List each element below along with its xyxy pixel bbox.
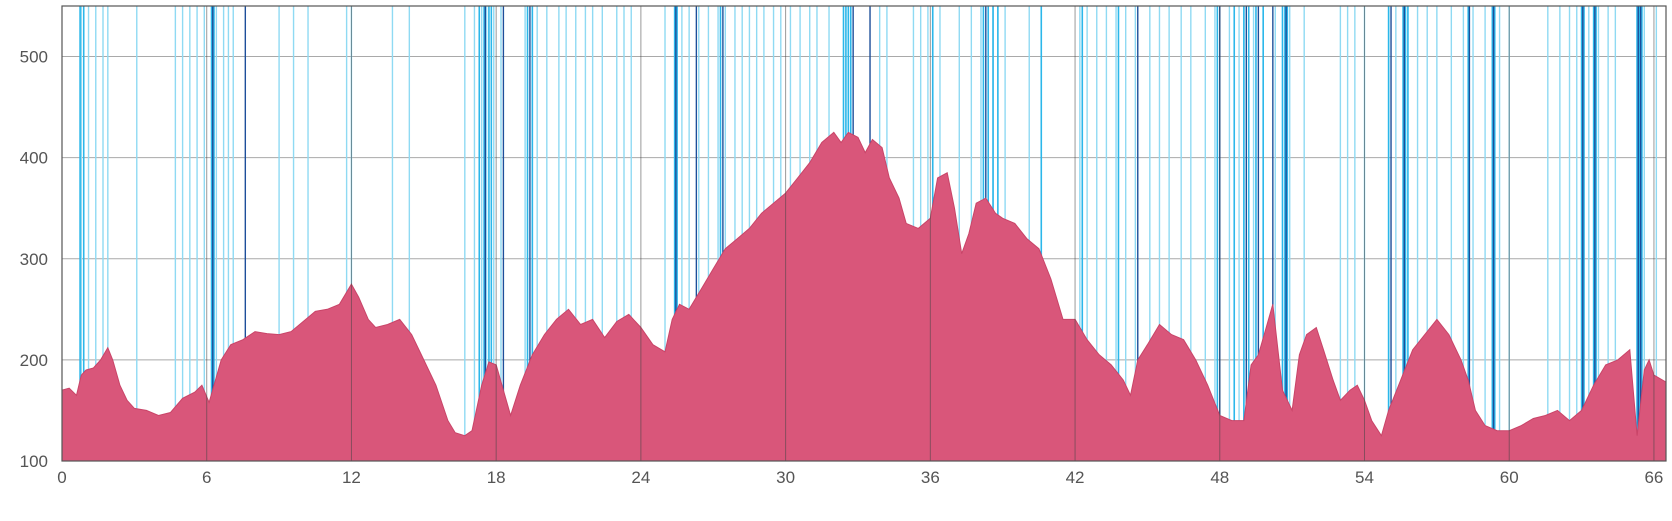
x-tick-label-0: 0 (57, 468, 66, 487)
y-tick-label-400: 400 (20, 149, 48, 168)
x-tick-label-48: 48 (1210, 468, 1229, 487)
x-tick-label-12: 12 (342, 468, 361, 487)
x-tick-label-6: 6 (202, 468, 211, 487)
x-tick-label-30: 30 (776, 468, 795, 487)
y-tick-label-100: 100 (20, 452, 48, 471)
x-tick-label-42: 42 (1066, 468, 1085, 487)
tick-labels: 0 6 12 18 24 30 36 42 48 54 60 66 100 200 300 400 500 (20, 48, 1664, 487)
plot-frame (61, 5, 1667, 462)
area-series (62, 131, 1666, 461)
y-tick-label-500: 500 (20, 48, 48, 67)
x-tick-label-60: 60 (1500, 468, 1519, 487)
x-tick-label-66: 66 (1644, 468, 1663, 487)
x-tick-label-24: 24 (631, 468, 650, 487)
x-tick-label-36: 36 (921, 468, 940, 487)
elevation-area (62, 131, 1666, 461)
vertical-gridlines-overlay (206, 6, 1655, 461)
x-tick-label-54: 54 (1355, 468, 1374, 487)
y-tick-label-200: 200 (20, 351, 48, 370)
y-tick-label-300: 300 (20, 250, 48, 269)
plot-border (61, 5, 1667, 462)
x-tick-label-18: 18 (487, 468, 506, 487)
